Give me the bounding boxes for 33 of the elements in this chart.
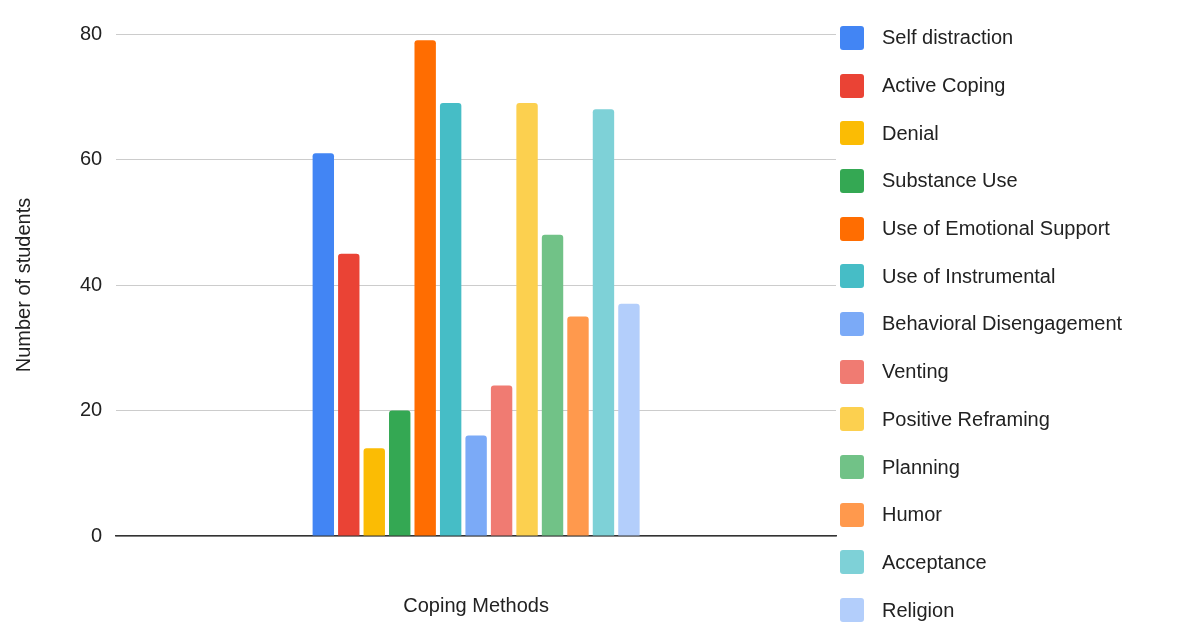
legend-label: Denial xyxy=(882,121,939,145)
legend-label: Religion xyxy=(882,598,955,622)
legend-label: Behavioral Disengagement xyxy=(882,312,1123,336)
legend-label: Positive Reframing xyxy=(882,407,1050,431)
legend-label: Active Coping xyxy=(882,74,1006,98)
legend-label: Planning xyxy=(882,455,960,479)
y-axis-title: Number of students xyxy=(11,197,34,373)
legend-label: Use of Instrumental xyxy=(882,264,1056,288)
bar xyxy=(439,103,462,536)
bar xyxy=(414,40,436,536)
y-tick-label: 40 xyxy=(80,272,103,295)
bar xyxy=(618,303,640,536)
legend-label: Humor xyxy=(882,503,943,527)
y-tick-label: 60 xyxy=(80,147,103,170)
bar xyxy=(389,410,411,536)
bar xyxy=(592,109,615,536)
legend-label: Use of Emotional Support xyxy=(882,217,1110,241)
y-tick-label: 20 xyxy=(80,398,103,421)
bar xyxy=(490,385,513,536)
legend-label: Venting xyxy=(882,360,949,384)
bar xyxy=(516,103,538,536)
bar xyxy=(541,234,564,536)
y-tick-label: 0 xyxy=(91,523,103,546)
legend-label: Acceptance xyxy=(882,550,987,574)
bar xyxy=(465,435,487,536)
bar xyxy=(567,316,589,536)
y-tick-label: 80 xyxy=(80,21,103,44)
legend-label: Substance Use xyxy=(882,169,1018,193)
bar xyxy=(363,448,385,536)
x-axis-title: Coping Methods xyxy=(403,593,549,616)
legend-label: Self distraction xyxy=(882,26,1014,50)
bar xyxy=(312,153,335,536)
bar xyxy=(338,253,360,536)
